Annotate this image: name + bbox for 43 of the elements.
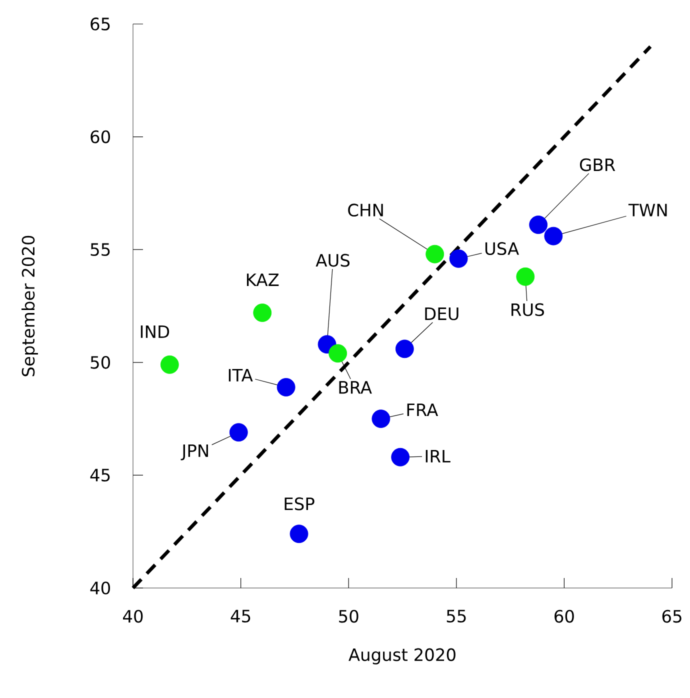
annotation: ITA <box>228 369 253 382</box>
y-tick-label: 60 <box>90 130 110 144</box>
point <box>276 378 296 396</box>
x-tick-label: 65 <box>662 610 682 623</box>
point <box>372 410 390 428</box>
point <box>160 355 179 374</box>
annotation: JPN <box>180 444 208 460</box>
annotation: RUS <box>512 303 544 316</box>
annotation: KAZ <box>246 274 279 286</box>
point <box>391 448 410 466</box>
x-tick-label: 50 <box>339 610 358 623</box>
point <box>328 344 348 363</box>
x-tick-label: 40 <box>123 610 143 623</box>
point <box>253 304 272 322</box>
annotation: DEU <box>425 308 458 320</box>
annotation: ESP <box>284 497 314 510</box>
y-tick-label: 45 <box>90 468 110 482</box>
point <box>449 249 468 268</box>
y-tick-label: 40 <box>90 582 110 594</box>
y-tick-label: 55 <box>90 243 110 256</box>
x-axis-title: August 2020 <box>348 648 456 664</box>
y-axis-title: September 2020 <box>22 236 38 376</box>
y-tick-label: 50 <box>90 356 110 369</box>
point <box>516 267 535 286</box>
point <box>544 226 563 246</box>
point <box>395 340 414 358</box>
annotation: CHN <box>348 204 383 217</box>
point <box>529 216 548 234</box>
point <box>229 423 248 442</box>
annotation: AUS <box>316 254 350 267</box>
annotation: IRL <box>426 450 450 462</box>
x-tick-label: 45 <box>230 610 250 622</box>
annotation: BRA <box>339 381 372 394</box>
annotation: GBR <box>580 158 616 172</box>
point <box>290 524 308 544</box>
y-tick-label: 65 <box>90 18 110 30</box>
x-tick-label: 60 <box>554 610 574 623</box>
annotation: USA <box>485 242 519 256</box>
annotation: TWN <box>628 204 667 216</box>
point <box>426 244 444 264</box>
annotation: FRA <box>407 404 438 416</box>
x-tick-label: 55 <box>446 610 466 622</box>
annotation: IND <box>140 325 170 338</box>
